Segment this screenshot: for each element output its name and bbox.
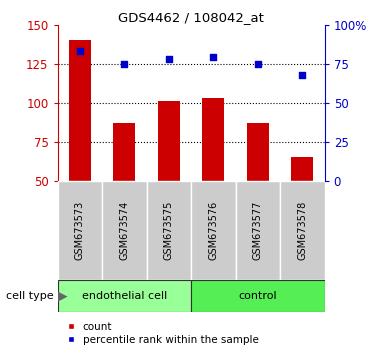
Point: [77, 48, 83, 54]
Text: GSM673578: GSM673578: [298, 200, 307, 260]
Text: cell type: cell type: [6, 291, 58, 301]
Point: [299, 72, 305, 78]
Text: GSM673574: GSM673574: [119, 200, 129, 260]
Bar: [191, 280, 325, 312]
Bar: [236, 181, 280, 280]
Title: GDS4462 / 108042_at: GDS4462 / 108042_at: [118, 11, 264, 24]
Legend: count, percentile rank within the sample: count, percentile rank within the sample: [63, 317, 263, 349]
Text: GSM673577: GSM673577: [253, 200, 263, 260]
Bar: [58, 280, 191, 312]
Text: endothelial cell: endothelial cell: [82, 291, 167, 301]
Bar: [202, 98, 224, 258]
Bar: [280, 181, 325, 280]
Bar: [102, 181, 147, 280]
Bar: [247, 123, 269, 258]
Point: [121, 61, 127, 67]
Bar: [58, 181, 102, 280]
Bar: [291, 157, 313, 258]
Text: control: control: [239, 291, 277, 301]
Point: [255, 61, 261, 67]
Text: GSM673576: GSM673576: [209, 200, 218, 260]
Bar: [113, 123, 135, 258]
Bar: [69, 40, 91, 258]
Text: GSM673575: GSM673575: [164, 200, 174, 260]
Point: [210, 55, 216, 60]
Bar: [191, 181, 236, 280]
Text: GSM673573: GSM673573: [75, 200, 85, 260]
Point: [166, 56, 172, 62]
Bar: [158, 101, 180, 258]
Text: ▶: ▶: [58, 289, 67, 302]
Bar: [147, 181, 191, 280]
